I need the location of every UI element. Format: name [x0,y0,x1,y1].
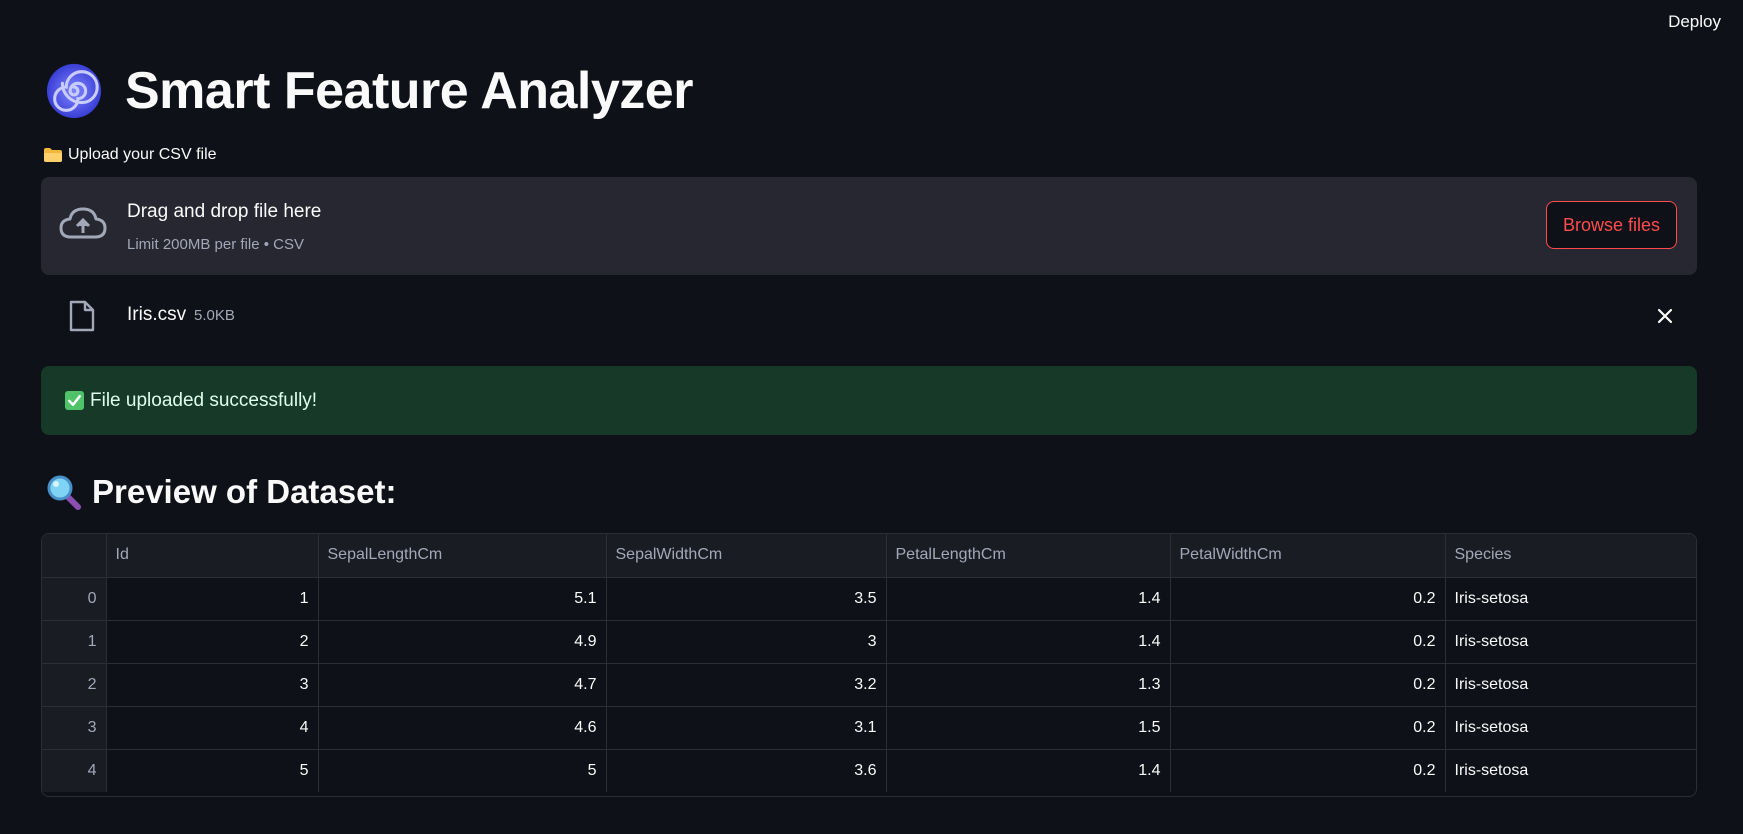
table-cell[interactable]: 1.4 [886,577,1171,621]
table-cell[interactable]: Iris-setosa [1445,577,1696,621]
table-cell[interactable]: 2 [106,620,319,664]
file-icon [69,300,95,332]
uploaded-file-size: 5.0KB [194,307,235,324]
table-cell[interactable]: Iris-setosa [1445,706,1696,750]
table-cell[interactable]: 0.2 [1170,620,1446,664]
magnifying-glass-icon [47,475,81,510]
row-index-cell: 3 [42,706,107,750]
table-cell[interactable]: 4.9 [318,620,607,664]
dropzone-title: Drag and drop file here [127,201,322,222]
browse-files-button[interactable]: Browse files [1546,201,1677,249]
table-row: 4 5 5 3.6 1.4 0.2 Iris-setosa [42,749,1696,792]
row-index-cell: 1 [42,620,107,664]
file-dropzone[interactable]: Drag and drop file here Limit 200MB per … [41,177,1697,275]
column-header-species[interactable]: Species [1445,534,1696,578]
table-cell[interactable]: 3.2 [606,663,887,707]
folder-icon [44,148,62,162]
row-index-cell: 0 [42,577,107,621]
dataset-preview-table[interactable]: Id SepalLengthCm SepalWidthCm PetalLengt… [41,533,1697,797]
table-cell[interactable]: 4.6 [318,706,607,750]
table-row: 1 2 4.9 3 1.4 0.2 Iris-setosa [42,620,1696,664]
table-row: 2 3 4.7 3.2 1.3 0.2 Iris-setosa [42,663,1696,707]
table-cell[interactable]: 0.2 [1170,749,1446,792]
table-cell[interactable]: 1.4 [886,749,1171,792]
table-cell[interactable]: 3.5 [606,577,887,621]
table-cell[interactable]: 1.4 [886,620,1171,664]
close-icon[interactable] [1655,306,1675,326]
table-cell[interactable]: 3 [106,663,319,707]
column-header-index[interactable] [42,534,107,578]
uploader-label-text: Upload your CSV file [68,146,217,163]
table-cell[interactable]: 3.6 [606,749,887,792]
uploaded-file-name: Iris.csv [127,304,187,325]
table-cell[interactable]: 5 [318,749,607,792]
table-cell[interactable]: 0.2 [1170,706,1446,750]
preview-heading: Preview of Dataset: [46,470,396,514]
table-cell[interactable]: 0.2 [1170,663,1446,707]
table-cell[interactable]: 5 [106,749,319,792]
table-cell[interactable]: 1 [106,577,319,621]
table-cell[interactable]: Iris-setosa [1445,620,1696,664]
column-header-id[interactable]: Id [106,534,319,578]
table-cell[interactable]: Iris-setosa [1454,761,1529,779]
dropzone-limit-text: Limit 200MB per file • CSV [127,236,304,253]
preview-title: Preview of Dataset: [92,473,397,510]
success-message: File uploaded successfully! [90,389,318,411]
table-row: 3 4 4.6 3.1 1.5 0.2 Iris-setosa [42,706,1696,750]
uploaded-file-row: Iris.csv 5.0KB [41,296,1697,336]
page-title: Smart Feature Analyzer [125,62,693,120]
uploader-label: Upload your CSV file [44,146,217,164]
table-cell[interactable]: 0.2 [1170,577,1446,621]
deploy-button[interactable]: Deploy [1668,12,1721,31]
cloud-upload-icon [59,207,107,239]
row-index-cell: 2 [42,663,107,707]
table-cell[interactable]: 1.3 [886,663,1171,707]
success-alert: File uploaded successfully! [41,366,1697,435]
table-cell[interactable]: 1.5 [886,706,1171,750]
page-title-row: Smart Feature Analyzer [45,56,693,126]
row-index-cell: 4 [42,749,107,792]
column-header-sepal-width[interactable]: SepalWidthCm [606,534,887,578]
column-header-sepal-length[interactable]: SepalLengthCm [318,534,607,578]
table-cell[interactable]: 3.1 [606,706,887,750]
table-cell[interactable]: 4 [106,706,319,750]
column-header-petal-length[interactable]: PetalLengthCm [886,534,1171,578]
table-cell[interactable]: 5.1 [318,577,607,621]
table-cell[interactable]: Iris-setosa [1445,663,1696,707]
cyclone-icon [46,63,102,119]
check-mark-button-icon [65,391,84,410]
table-header-row: Id SepalLengthCm SepalWidthCm PetalLengt… [42,534,1696,578]
table-cell[interactable]: 4.7 [318,663,607,707]
column-header-petal-width[interactable]: PetalWidthCm [1170,534,1446,578]
table-row: 0 1 5.1 3.5 1.4 0.2 Iris-setosa [42,577,1696,621]
table-cell[interactable]: 3 [606,620,887,664]
